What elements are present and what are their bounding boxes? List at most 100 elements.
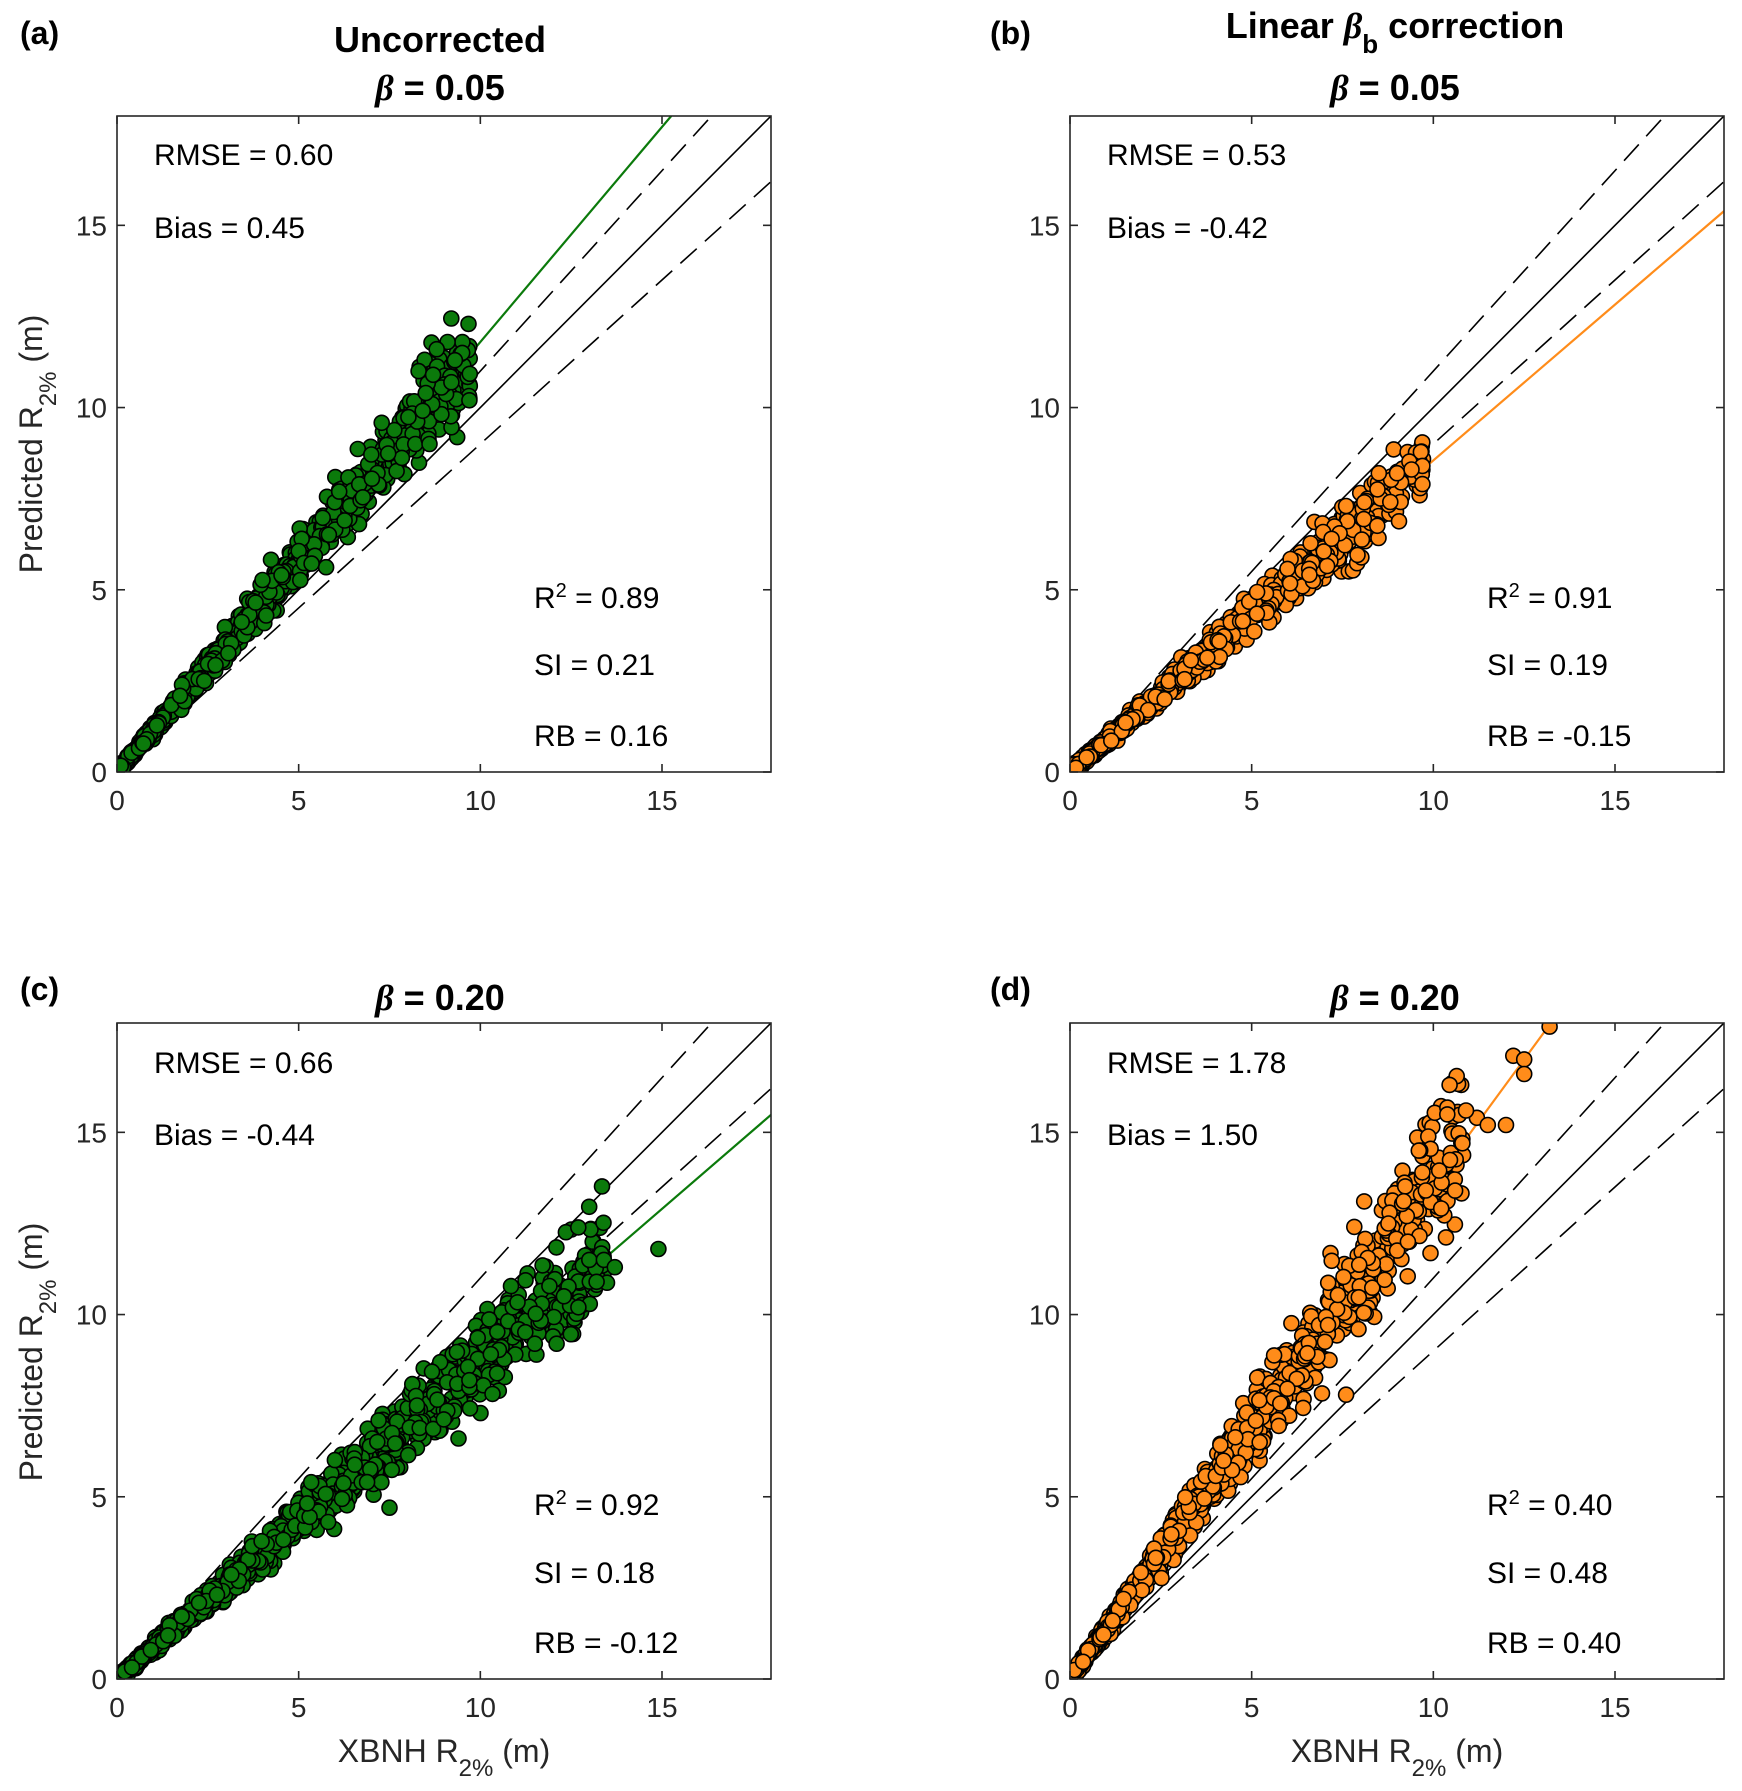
rb-stat-c: RB = -0.12: [534, 1627, 678, 1660]
data-point: [333, 1490, 351, 1508]
data-point: [346, 1456, 364, 1473]
r2-stat-c: R2 = 0.92: [534, 1487, 659, 1522]
data-point: [1132, 1564, 1150, 1581]
data-point: [1457, 1102, 1475, 1119]
data-point: [1196, 1490, 1213, 1507]
y-tick-label: 15: [76, 210, 107, 241]
data-point: [461, 1371, 478, 1389]
data-point: [223, 1566, 240, 1583]
axes-box: [1069, 1022, 1725, 1680]
y-tick-label: 5: [91, 1482, 107, 1513]
data-point: [208, 1586, 226, 1603]
data-point: [1388, 464, 1406, 482]
panel-label-b: (b): [990, 15, 1031, 51]
x-tick-label: 0: [109, 1692, 125, 1723]
data-point: [1115, 1590, 1132, 1608]
data-point: [588, 1273, 605, 1291]
data-point: [1497, 1116, 1515, 1134]
data-point: [301, 1508, 318, 1526]
x-tick-label: 5: [291, 1692, 307, 1723]
rb-stat-d: RB = 0.40: [1487, 1627, 1621, 1660]
panel-c-beta-value: = 0.20: [394, 977, 505, 1018]
data-point: [233, 613, 250, 631]
data-point: [190, 1594, 208, 1612]
data-point: [1270, 1417, 1288, 1435]
data-point: [1301, 566, 1318, 584]
upper-error-line: [1070, 116, 1666, 772]
data-point: [1395, 1192, 1412, 1210]
data-point: [1248, 583, 1266, 601]
data-point: [1380, 1215, 1397, 1232]
y-tick-label: 5: [91, 575, 107, 606]
x-tick-label: 15: [646, 785, 677, 816]
data-point: [461, 391, 478, 409]
data-point: [534, 1257, 551, 1274]
data-point: [1403, 461, 1420, 478]
data-point: [370, 1412, 387, 1429]
data-point: [469, 1329, 487, 1347]
y-tick-label: 10: [76, 1300, 107, 1331]
data-point: [1318, 557, 1336, 575]
x-axis-label-d: XBNH R2% (m): [1291, 1733, 1503, 1782]
data-point: [314, 509, 332, 527]
data-point: [1104, 1612, 1121, 1629]
data-point: [1323, 530, 1340, 548]
data-point: [1227, 1429, 1244, 1446]
plot-area-c: 0 5 10 15 0 5 10 15: [76, 1022, 772, 1723]
data-point: [1265, 1347, 1283, 1364]
y-tick-label: 10: [76, 393, 107, 424]
r2-stat-a: R2 = 0.89: [534, 580, 659, 615]
x-tick-label: 0: [1062, 785, 1078, 816]
data-point: [1439, 1106, 1456, 1123]
data-point: [480, 1311, 498, 1328]
data-point: [317, 558, 335, 576]
data-point: [1390, 512, 1408, 530]
data-point: [1215, 1452, 1232, 1469]
data-point: [1248, 605, 1266, 623]
panel-d-title: β = 0.20: [1328, 977, 1460, 1018]
data-point: [363, 470, 381, 488]
data-point: [1182, 651, 1200, 669]
r2-stat-b: R2 = 0.91: [1487, 580, 1612, 615]
y-tick-label: 5: [1044, 575, 1060, 606]
data-point: [1251, 1433, 1268, 1451]
axes-box: [116, 1022, 772, 1680]
x-axis-label-c: XBNH R2% (m): [338, 1733, 550, 1782]
data-point: [335, 1474, 352, 1492]
data-point: [446, 351, 464, 369]
data-point: [593, 1178, 611, 1195]
data-point: [424, 1420, 442, 1438]
data-point: [135, 735, 152, 752]
data-point: [1103, 732, 1120, 750]
data-point: [1337, 497, 1355, 515]
beta-symbol: β: [1328, 978, 1349, 1018]
data-point: [1355, 1193, 1373, 1210]
data-point: [1335, 1268, 1352, 1286]
data-point: [254, 571, 271, 589]
data-point: [1376, 1271, 1393, 1289]
data-point: [1432, 1200, 1450, 1217]
data-point: [443, 373, 460, 391]
x-tick-label: 15: [1599, 785, 1630, 816]
data-point: [569, 1219, 587, 1236]
data-point: [400, 408, 417, 426]
data-point: [1095, 1626, 1112, 1643]
data-point: [517, 1272, 534, 1289]
x-tick-label: 15: [646, 1692, 677, 1723]
data-point: [442, 310, 460, 327]
data-point: [1078, 749, 1095, 766]
data-point: [433, 405, 450, 423]
data-point: [257, 607, 275, 624]
data-point: [1437, 1229, 1455, 1246]
data-point: [1294, 1399, 1312, 1417]
panel-a: (a) Uncorrected β = 0.05 0 5 10 15 0 5 10 15 RM…: [13, 15, 772, 816]
y-tick-label: 10: [1029, 393, 1060, 424]
data-point: [1160, 672, 1177, 690]
data-point: [1355, 510, 1373, 528]
panel-b: (b) Linear βb correction β = 0.05 0 5 10 15…: [990, 5, 1725, 816]
y-tick-label: 0: [91, 1664, 107, 1695]
data-point: [1346, 1218, 1363, 1236]
data-point: [386, 1435, 404, 1452]
y-tick-label: 0: [1044, 1664, 1060, 1695]
